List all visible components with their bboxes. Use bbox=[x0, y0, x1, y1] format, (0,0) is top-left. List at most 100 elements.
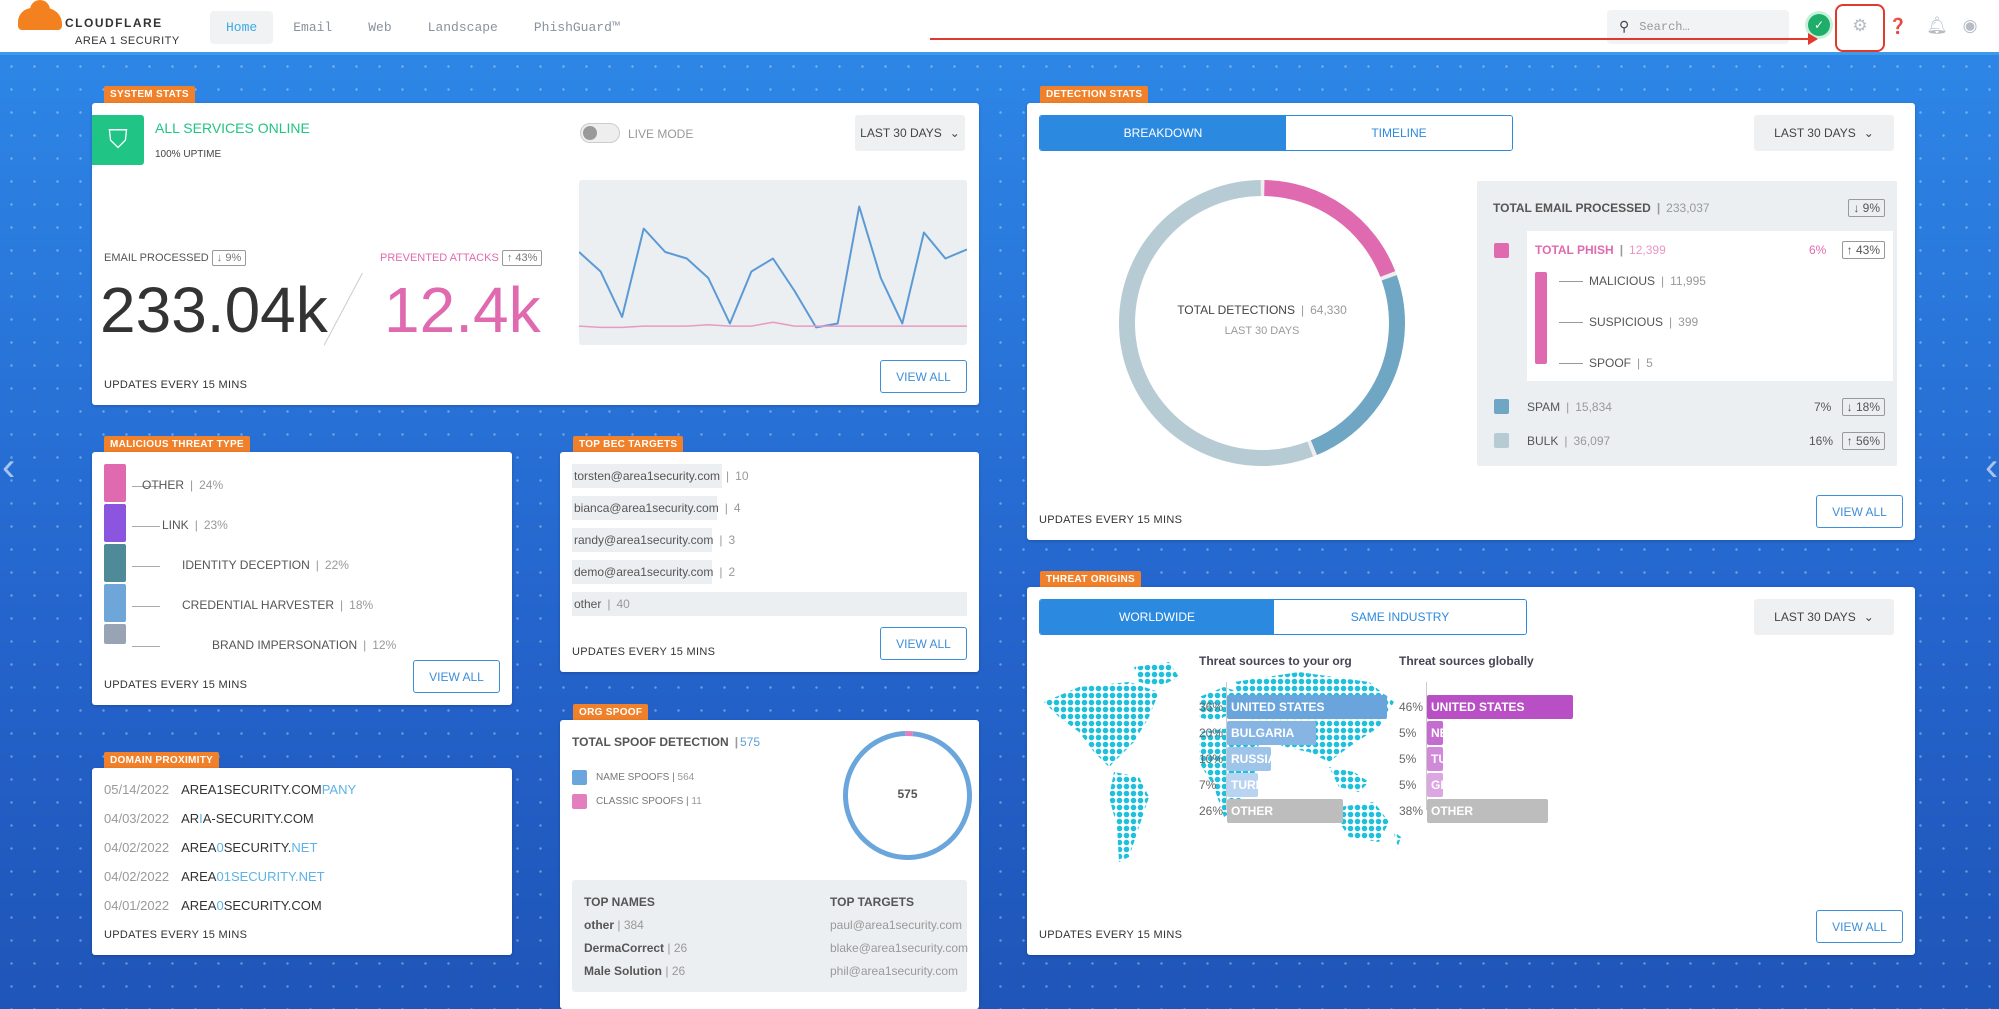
top-target[interactable]: paul@area1security.com bbox=[830, 918, 963, 932]
origin-bar[interactable]: UNITED STATES bbox=[1227, 695, 1387, 719]
domain-date: 04/02/2022 bbox=[104, 840, 170, 855]
threat-type-item: BRAND IMPERSONATION | 12% bbox=[212, 638, 397, 652]
origin-bar[interactable]: OTHER bbox=[1227, 799, 1343, 823]
total-email-label: TOTAL EMAIL PROCESSED bbox=[1493, 201, 1651, 215]
spoof-donut-total: 575 bbox=[897, 787, 918, 801]
donut-segment-spam[interactable] bbox=[1119, 179, 1405, 466]
prev-chevron-icon[interactable]: ‹ bbox=[2, 445, 16, 489]
classic-spoofs-swatch bbox=[572, 794, 587, 809]
bec-count: 10 bbox=[735, 469, 749, 483]
origin-bar[interactable]: NETHERLANDS bbox=[1427, 721, 1522, 745]
threat-type-swatch bbox=[104, 504, 126, 542]
detection-tabs: BREAKDOWN TIMELINE bbox=[1039, 115, 1513, 151]
range-dropdown[interactable]: LAST 30 DAYS ⌄ bbox=[1754, 599, 1894, 635]
view-all-button[interactable]: VIEW ALL bbox=[413, 660, 500, 693]
origin-bar[interactable]: OTHER bbox=[1427, 799, 1548, 823]
origin-bar[interactable]: RUSSIA bbox=[1227, 747, 1276, 771]
top-bar: CLOUDFLARE AREA 1 SECURITY Home Email Web L… bbox=[0, 0, 1999, 55]
bec-item[interactable]: torsten@area1security.com | 10 bbox=[574, 469, 749, 483]
prevented-label: PREVENTED ATTACKS bbox=[380, 252, 499, 264]
live-mode-toggle[interactable] bbox=[580, 123, 620, 143]
cloudflare-logo[interactable]: CLOUDFLARE AREA 1 SECURITY bbox=[18, 0, 188, 50]
nav-email[interactable]: Email bbox=[293, 20, 333, 35]
donut-segment-bulk[interactable] bbox=[1119, 179, 1405, 466]
bulk-label: BULK bbox=[1527, 434, 1559, 448]
domains-card: 05/14/2022 AREA1SECURITY.COMPANY 04/03/202… bbox=[92, 768, 512, 955]
threat-type-swatch bbox=[104, 544, 126, 582]
nav-phishguard[interactable]: PhishGuard™ bbox=[533, 20, 620, 35]
origin-bar[interactable]: TURKEY bbox=[1427, 747, 1480, 771]
domain-item[interactable]: 04/01/2022 AREA0SECURITY.COM bbox=[104, 898, 322, 913]
connector bbox=[1559, 363, 1583, 364]
uptime: 100% UPTIME bbox=[155, 149, 222, 160]
org-spoof-card: TOTAL SPOOF DETECTION | 575 NAME SPOOFS | … bbox=[560, 720, 979, 1009]
phish-pct: 6% bbox=[1809, 243, 1827, 257]
sub-value: 399 bbox=[1678, 315, 1699, 329]
range-dropdown[interactable]: LAST 30 DAYS ⌄ bbox=[1754, 115, 1894, 151]
origin-bar[interactable]: BULGARIA bbox=[1227, 721, 1316, 745]
tab-worldwide[interactable]: WORLDWIDE bbox=[1040, 600, 1274, 634]
view-all-button[interactable]: VIEW ALL bbox=[1816, 910, 1903, 943]
domain-item[interactable]: 04/02/2022 AREA01SECURITY.NET bbox=[104, 869, 325, 884]
gear-icon[interactable]: ⚙ bbox=[1852, 16, 1868, 35]
help-icon[interactable]: ❓ bbox=[1888, 18, 1908, 35]
top-target[interactable]: blake@area1security.com bbox=[830, 941, 969, 955]
view-all-button[interactable]: VIEW ALL bbox=[1816, 495, 1903, 528]
updates-note: UPDATES EVERY 15 MINS bbox=[104, 929, 248, 941]
trend-line bbox=[579, 205, 967, 329]
view-all-button[interactable]: VIEW ALL bbox=[880, 360, 967, 393]
domain-item[interactable]: 04/03/2022 ARIA-SECURITY.COM bbox=[104, 811, 314, 826]
updates-note: UPDATES EVERY 15 MINS bbox=[104, 679, 248, 691]
threat-type-label: LINK bbox=[162, 518, 189, 532]
threat-type-pct: 22% bbox=[324, 558, 349, 572]
origin-bar[interactable]: UNITED STATES bbox=[1427, 695, 1573, 719]
bec-item[interactable]: randy@area1security.com | 3 bbox=[574, 533, 736, 547]
domain-part: A-SECURITY.COM bbox=[202, 811, 314, 826]
tab-same-industry[interactable]: SAME INDUSTRY bbox=[1274, 600, 1526, 634]
shield-check-icon[interactable]: ✓ bbox=[1808, 14, 1830, 36]
origin-pct: 36% bbox=[1199, 700, 1224, 714]
domain-item[interactable]: 05/14/2022 AREA1SECURITY.COMPANY bbox=[104, 782, 356, 797]
range-value: LAST 30 DAYS bbox=[1774, 126, 1856, 140]
threat-type-swatch bbox=[104, 624, 126, 644]
live-mode-label: LIVE MODE bbox=[628, 127, 694, 141]
nav-landscape[interactable]: Landscape bbox=[427, 20, 498, 35]
prevented-change: ↑ 43% bbox=[501, 250, 543, 266]
connector bbox=[132, 606, 160, 607]
range-dropdown[interactable]: LAST 30 DAYS ⌄ bbox=[855, 115, 965, 151]
bec-item[interactable]: bianca@area1security.com | 4 bbox=[574, 501, 741, 515]
threat-origins-tag: THREAT ORIGINS bbox=[1040, 571, 1142, 588]
donut-segment-total-phish[interactable] bbox=[1119, 179, 1405, 466]
connector bbox=[132, 646, 160, 647]
tab-timeline[interactable]: TIMELINE bbox=[1286, 116, 1512, 150]
next-chevron-icon[interactable]: ‹ bbox=[1985, 445, 1999, 489]
domain-part: 0 bbox=[216, 898, 224, 913]
nav-web[interactable]: Web bbox=[368, 20, 392, 35]
bec-count: 4 bbox=[733, 501, 741, 515]
bec-item[interactable]: demo@area1security.com | 2 bbox=[574, 565, 736, 579]
top-target[interactable]: phil@area1security.com bbox=[830, 964, 959, 978]
tab-breakdown[interactable]: BREAKDOWN bbox=[1040, 116, 1286, 150]
breakdown-panel: TOTAL EMAIL PROCESSED | 233,037 ↓ 9% TOTAL… bbox=[1477, 181, 1897, 466]
origin-pct: 46% bbox=[1399, 700, 1424, 714]
threat-type-pct: 23% bbox=[203, 518, 228, 532]
user-icon[interactable]: ◉ bbox=[1962, 16, 1978, 35]
spoof-donut bbox=[843, 731, 972, 861]
bec-item[interactable]: other | 40 bbox=[574, 597, 630, 611]
bell-icon[interactable]: 🔔︎ bbox=[1926, 16, 1948, 35]
origin-bar[interactable]: TURKEY bbox=[1227, 773, 1280, 797]
top-targets-label: TOP TARGETS bbox=[830, 895, 915, 909]
view-all-button[interactable]: VIEW ALL bbox=[880, 627, 967, 660]
donut-segment-classic-spoofs[interactable] bbox=[843, 731, 972, 861]
chevron-down-icon: ⌄ bbox=[1863, 126, 1874, 140]
bec-bar bbox=[572, 528, 712, 552]
domain-item[interactable]: 04/02/2022 AREA0SECURITY.NET bbox=[104, 840, 317, 855]
range-value: LAST 30 DAYS bbox=[860, 126, 942, 140]
origin-bar[interactable]: GERMANY bbox=[1427, 773, 1492, 797]
highlight-box bbox=[1835, 4, 1885, 52]
bec-count: 2 bbox=[728, 565, 736, 579]
top-name-value: 26 bbox=[673, 941, 688, 955]
nav-home[interactable]: Home bbox=[210, 11, 274, 44]
top-name-item: DermaCorrect | 26 bbox=[584, 941, 688, 955]
origin-pct: 20% bbox=[1199, 726, 1224, 740]
